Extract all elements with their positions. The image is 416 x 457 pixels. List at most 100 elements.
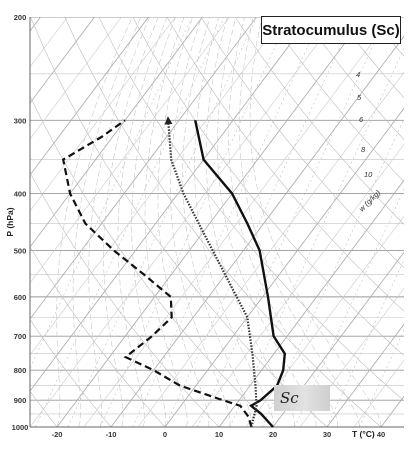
chart-title: Stratocumulus (Sc) (262, 21, 400, 39)
moist-adiabat-line (103, 17, 159, 427)
mixing-ratio-label: 10 (364, 170, 373, 179)
sc-label-box: Sc (274, 385, 330, 411)
mixing-ratio-line (229, 47, 404, 427)
mixing-ratio-label: 4 (356, 70, 360, 79)
grid-lines (0, 17, 416, 427)
mixing-ratio-line (30, 17, 192, 370)
chart-labels: 1000 900 800 700 600 500 400 300 200 -20 -10 0 10 20 3… (5, 13, 385, 439)
dry-adiabat-line (234, 17, 404, 225)
chart-series (61, 116, 287, 428)
dry-adiabat-line (132, 17, 404, 357)
isotherm-line (30, 17, 149, 176)
moist-adiabat-line (239, 17, 360, 427)
y-tick-label: 500 (14, 246, 27, 255)
moist-adiabat-line (72, 17, 142, 427)
isotherm-line (137, 71, 404, 427)
isotherm-line (30, 17, 122, 140)
mixing-ratio-line (164, 17, 354, 427)
isotherm-line (30, 17, 311, 392)
mixing-ratio-axis-label: w (g/kg) (357, 188, 383, 214)
isotherm-line (110, 35, 404, 427)
x-tick-label: 0 (163, 430, 167, 439)
isotherm-line (56, 17, 365, 427)
dry-adiabat-line (200, 17, 404, 268)
isotherm-line (218, 179, 404, 427)
y-tick-label: 600 (14, 293, 27, 302)
chart-title-box: Stratocumulus (Sc) (261, 16, 401, 44)
dry-adiabat-line (0, 17, 3, 427)
isotherm-line (164, 107, 404, 427)
isotherm-line (353, 359, 404, 427)
moist-adiabat-line (144, 17, 188, 427)
dry-adiabat-line (371, 17, 404, 57)
x-tick-label: 20 (269, 430, 277, 439)
y-tick-label: 200 (14, 13, 27, 22)
series-line-dashed (61, 119, 253, 428)
mixing-ratio-label: 5 (357, 93, 362, 102)
isotherm-line (326, 323, 404, 427)
isotherm-line (245, 215, 404, 427)
dry-adiabat-line (337, 17, 404, 99)
mixing-ratio-line (294, 188, 404, 427)
moist-adiabat-line (194, 17, 274, 427)
dry-adiabat-line (30, 246, 166, 427)
moist-adiabat-line (205, 17, 295, 427)
isotherm-line (408, 17, 416, 427)
isotherm-line (30, 17, 338, 427)
moist-adiabat-line (182, 17, 253, 427)
mixing-ratio-line (261, 118, 404, 427)
series-line-dotted (164, 116, 258, 428)
isotherm-line (30, 17, 230, 284)
isotherm-line (30, 17, 95, 104)
mixing-ratio-line (132, 17, 322, 427)
y-axis-title: P (hPa) (5, 207, 15, 236)
x-tick-label: 30 (323, 430, 331, 439)
y-tick-label: 800 (14, 366, 27, 375)
isotherm-line (380, 395, 404, 427)
sc-label: Sc (280, 389, 299, 407)
y-tick-label: 1000 (12, 423, 29, 432)
mixing-ratio-line (326, 258, 404, 427)
mixing-ratio-line (67, 17, 257, 427)
y-tick-label: 300 (14, 116, 27, 125)
x-tick-label: -20 (52, 430, 63, 439)
dry-adiabat-line (98, 17, 404, 402)
chart-axes (29, 17, 404, 428)
dry-adiabat-line (406, 17, 416, 427)
moist-adiabat-line (170, 17, 231, 427)
isotherm-line (30, 17, 203, 248)
dry-adiabat-line (30, 318, 112, 427)
dry-adiabat-line (30, 95, 274, 427)
moist-adiabat-line (249, 17, 382, 427)
series-line-solid (194, 120, 287, 428)
moist-adiabat-line (88, 17, 150, 427)
dry-adiabat-line (64, 17, 382, 427)
isotherm-line (30, 17, 257, 320)
mixing-ratio-line (359, 329, 404, 427)
x-tick-label: -10 (106, 430, 117, 439)
isotherm-line (272, 251, 404, 427)
mixing-ratio-line (197, 17, 387, 427)
moist-adiabat-line (131, 17, 176, 427)
y-tick-label: 900 (14, 396, 27, 405)
isotherm-line (83, 17, 392, 427)
dry-adiabat-line (166, 17, 404, 312)
mixing-ratio-line (35, 17, 225, 427)
mixing-ratio-line (99, 17, 290, 427)
mixing-ratio-label: 8 (361, 145, 366, 154)
x-axis-title: T (°C) (352, 429, 375, 439)
y-tick-label: 400 (14, 190, 27, 199)
moist-adiabat-line (56, 17, 133, 427)
mixing-ratio-label: 6 (359, 115, 364, 124)
dry-adiabat-line (30, 171, 220, 427)
x-tick-label: 10 (215, 430, 223, 439)
isotherm-line (299, 287, 404, 427)
y-tick-label: 700 (14, 332, 27, 341)
isotherm-line (191, 143, 404, 427)
moist-adiabat-line (117, 17, 168, 427)
chart-grid (0, 17, 416, 427)
x-tick-label: 40 (377, 430, 385, 439)
isotherm-line (30, 17, 176, 212)
dry-adiabat-line (268, 17, 404, 183)
